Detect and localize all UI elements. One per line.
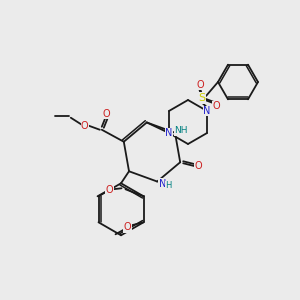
Text: N: N	[203, 106, 211, 116]
Text: O: O	[124, 222, 131, 232]
Text: O: O	[194, 161, 202, 171]
Text: O: O	[103, 109, 111, 119]
Text: N: N	[158, 178, 166, 188]
Text: NH: NH	[174, 126, 188, 135]
Text: O: O	[106, 185, 113, 195]
Text: N: N	[165, 128, 172, 138]
Text: H: H	[165, 181, 171, 190]
Text: O: O	[196, 80, 204, 90]
Text: O: O	[212, 101, 220, 111]
Text: S: S	[198, 93, 206, 103]
Text: O: O	[81, 121, 88, 131]
